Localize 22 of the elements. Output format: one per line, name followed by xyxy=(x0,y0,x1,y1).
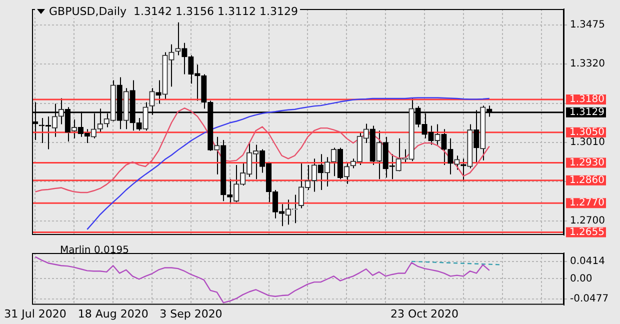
ref-line-label: 1.3129 xyxy=(570,106,604,118)
candlestick xyxy=(318,154,324,190)
y-tick-label: 1.3475 xyxy=(570,20,605,31)
y-tick-label: 1.3320 xyxy=(570,58,605,70)
x-tick-label: 23 Oct 2020 xyxy=(390,307,459,320)
ref-line-label: 1.3050 xyxy=(570,126,604,138)
y-tick-label: 0.00 xyxy=(570,273,592,284)
chart-title: Marlin 0.0195 xyxy=(60,245,129,256)
ref-line-label: 1.2860 xyxy=(570,174,604,186)
ref-line-label: 1.2655 xyxy=(570,226,604,238)
x-tick-label: 31 Jul 2020 xyxy=(4,307,66,320)
ref-line-label: 1.2770 xyxy=(570,198,604,209)
candlestick xyxy=(156,80,162,104)
chart-title: GBPUSD,Daily 1.3142 1.3156 1.3112 1.3129 xyxy=(49,5,298,18)
y-tick-label: 1.2700 xyxy=(570,215,605,226)
x-tick-label: 3 Sep 2020 xyxy=(160,307,222,320)
y-tick-label: 1.3010 xyxy=(570,137,605,148)
ref-line-label: 1.2930 xyxy=(570,157,604,168)
y-tick-label: -0.0477 xyxy=(570,293,609,304)
ref-line-label: 1.3180 xyxy=(570,94,604,106)
y-tick-label: 0.0414 xyxy=(570,256,605,267)
x-tick-label: 18 Aug 2020 xyxy=(78,307,148,320)
